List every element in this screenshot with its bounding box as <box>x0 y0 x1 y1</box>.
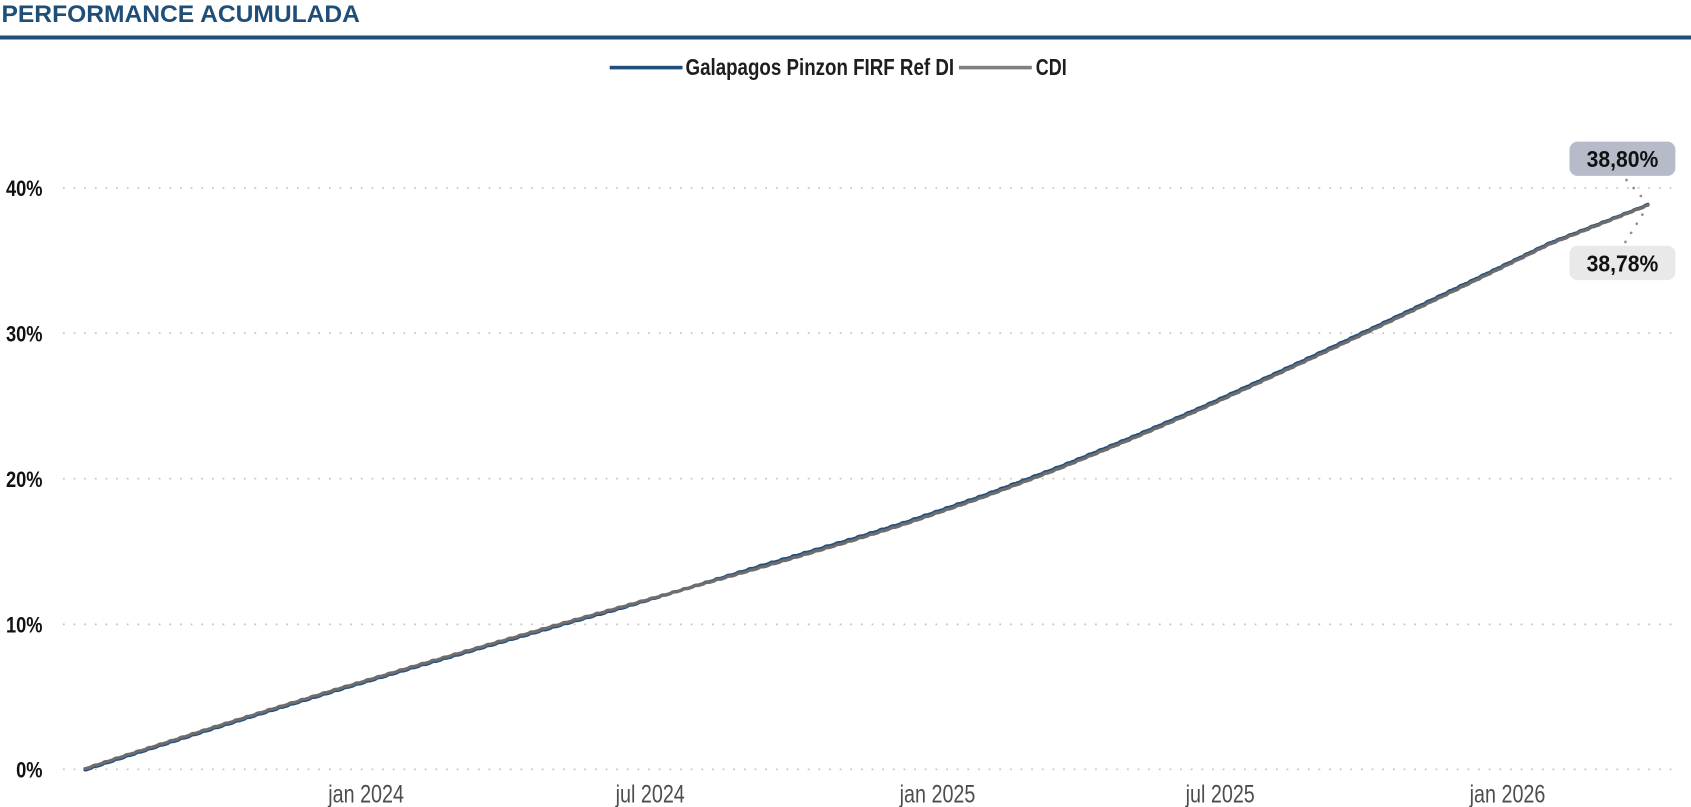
svg-text:38,78%: 38,78% <box>1587 251 1659 277</box>
svg-text:Galapagos Pinzon FIRF Ref DI: Galapagos Pinzon FIRF Ref DI <box>686 55 955 80</box>
svg-text:38,80%: 38,80% <box>1587 146 1659 172</box>
svg-text:10%: 10% <box>6 614 43 638</box>
svg-text:0%: 0% <box>16 759 42 783</box>
svg-text:jul 2025: jul 2025 <box>1185 780 1255 807</box>
svg-text:PERFORMANCE ACUMULADA: PERFORMANCE ACUMULADA <box>2 1 360 28</box>
svg-text:jul 2024: jul 2024 <box>615 780 685 807</box>
svg-text:40%: 40% <box>6 178 43 202</box>
svg-text:jan 2024: jan 2024 <box>327 780 404 807</box>
svg-text:CDI: CDI <box>1036 55 1067 81</box>
svg-text:20%: 20% <box>6 469 43 493</box>
svg-text:jan 2025: jan 2025 <box>899 780 976 807</box>
svg-text:jan 2026: jan 2026 <box>1469 780 1546 807</box>
svg-text:30%: 30% <box>6 323 43 347</box>
